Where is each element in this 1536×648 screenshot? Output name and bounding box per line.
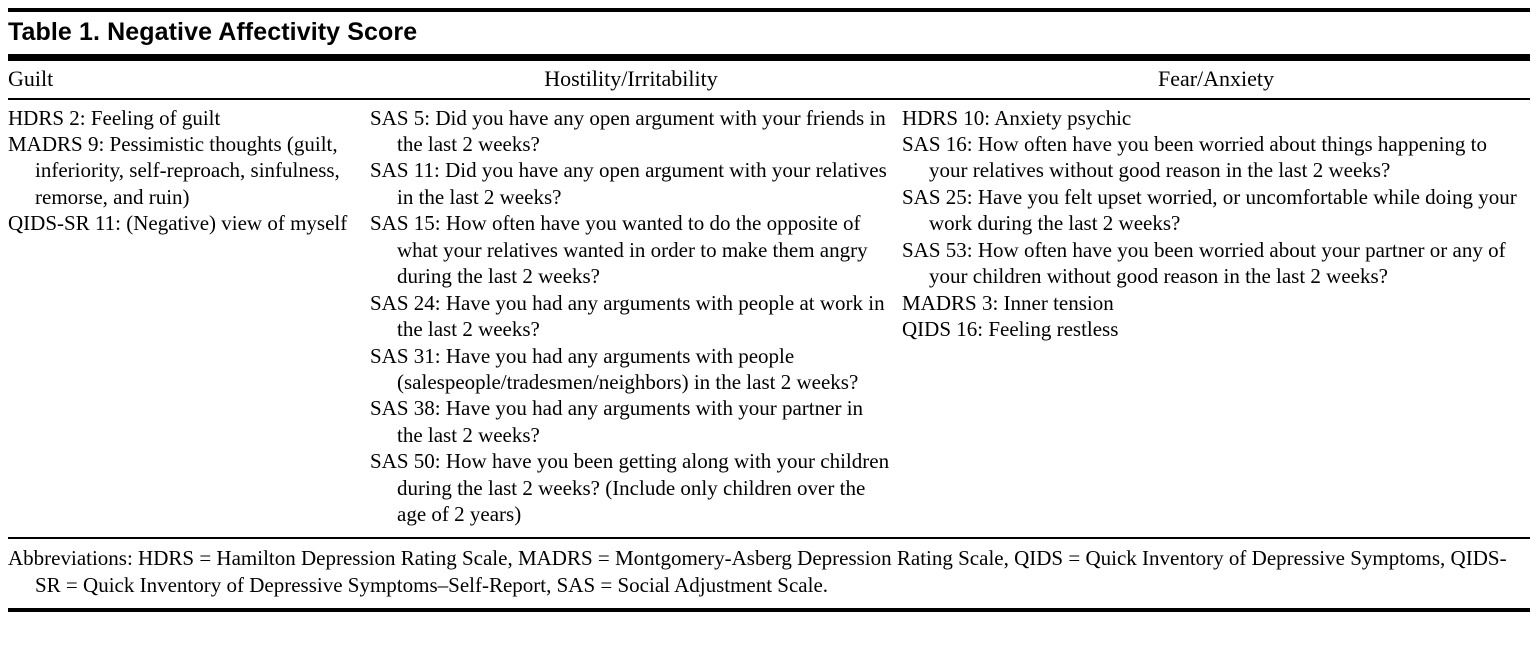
table-footnote: Abbreviations: HDRS = Hamilton Depressio… [8,545,1507,597]
table-cell-item: SAS 38: Have you had any arguments with … [370,396,864,447]
table-cell-item: SAS 16: How often have you been worried … [902,131,1487,183]
column-hostility-irritability: SAS 5: Did you have any open argument wi… [370,105,892,528]
column-guilt: HDRS 2: Feeling of guilt MADRS 9: Pessim… [8,105,360,528]
table-cell-item: SAS 50: How have you been getting along … [370,449,890,527]
table-page: Table 1. Negative Affectivity Score Guil… [8,8,1530,612]
column-header-hostility-irritability: Hostility/Irritability [544,65,718,91]
table-cell-item: SAS 15: How often have you wanted to do … [370,211,868,289]
table-cell-item: SAS 31: Have you had any arguments with … [370,343,859,395]
column-fear-anxiety: HDRS 10: Anxiety psychic SAS 16: How oft… [902,105,1530,528]
column-header-fear-anxiety: Fear/Anxiety [1157,65,1275,91]
table-cell-item: SAS 53: How often have you been worried … [902,237,1506,289]
table-cell-item: SAS 25: Have you felt upset worried, or … [902,184,1517,236]
table-cell-item: QIDS-SR 11: (Negative) view of myself [8,211,348,236]
table-cell-item: QIDS 16: Feeling restless [902,317,1119,342]
table-body: HDRS 2: Feeling of guilt MADRS 9: Pessim… [8,100,1530,537]
bottom-rule [8,607,1530,612]
table-cell-item: HDRS 2: Feeling of guilt [8,105,221,130]
footnote-divider-rule [8,536,1530,539]
header-divider-rule [8,97,1530,100]
table-cell-item: MADRS 9: Pessimistic thoughts (guilt, in… [8,131,340,209]
table-cell-item: SAS 11: Did you have any open argument w… [370,158,887,209]
top-rule [8,8,1530,12]
table-cell-item: SAS 5: Did you have any open argument wi… [370,105,886,156]
title-divider-rule [8,53,1530,61]
table-cell-item: SAS 24: Have you had any arguments with … [370,290,885,342]
table-cell-item: MADRS 3: Inner tension [902,290,1114,315]
column-header-guilt: Guilt [8,65,54,91]
table-header-row: Guilt Hostility/Irritability Fear/Anxiet… [8,61,1530,98]
table-title: Table 1. Negative Affectivity Score [8,18,418,46]
table-cell-item: HDRS 10: Anxiety psychic [902,105,1132,130]
